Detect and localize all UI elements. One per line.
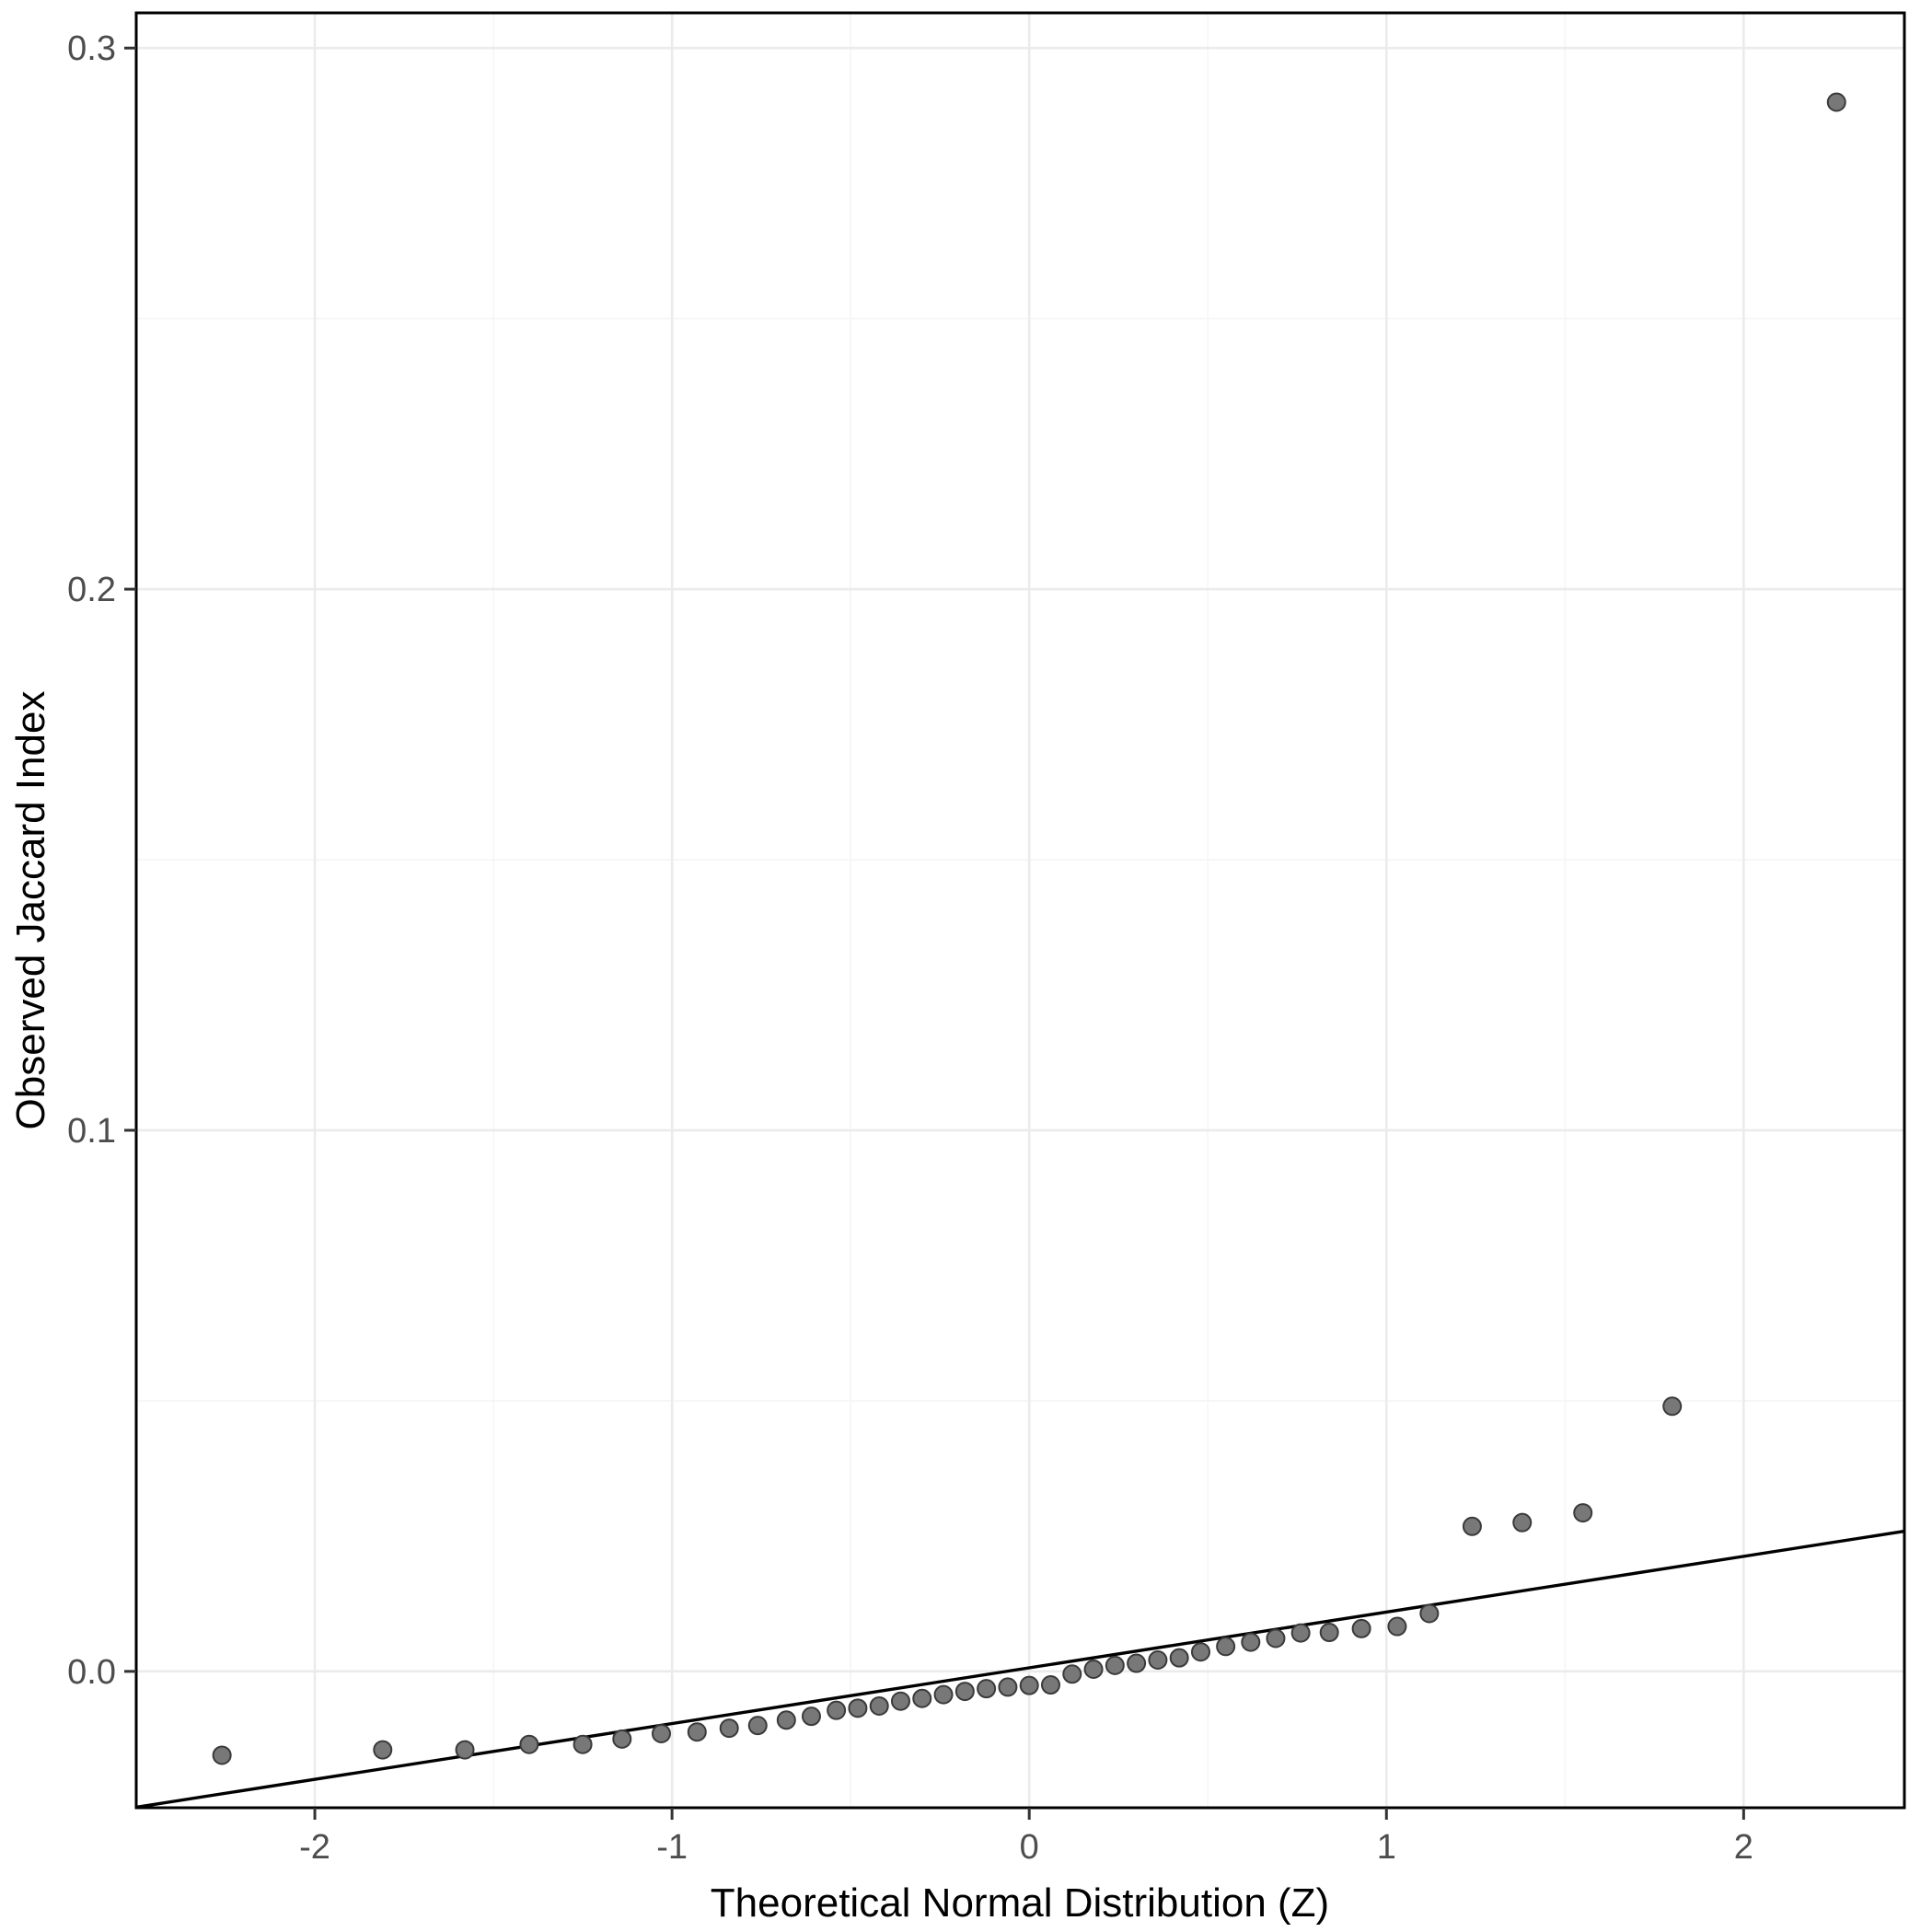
- data-point: [933, 1684, 954, 1705]
- data-point: [573, 1734, 593, 1754]
- data-point: [869, 1695, 889, 1716]
- data-point: [1148, 1650, 1168, 1671]
- data-point: [687, 1722, 707, 1742]
- data-point: [890, 1691, 910, 1711]
- data-point: [954, 1682, 975, 1702]
- data-point: [1387, 1616, 1407, 1637]
- grid-layer: [136, 13, 1904, 1808]
- data-layer: [135, 92, 1905, 1810]
- data-point: [776, 1710, 796, 1730]
- data-point: [719, 1718, 739, 1739]
- data-point: [1290, 1623, 1311, 1643]
- data-point: [1266, 1628, 1286, 1649]
- data-point: [373, 1740, 393, 1760]
- data-point: [519, 1734, 539, 1754]
- panel-border: [134, 11, 1906, 1810]
- data-point: [1512, 1512, 1533, 1533]
- data-point: [455, 1740, 475, 1760]
- y-tick-label: 0.0: [67, 1653, 116, 1692]
- reference-line: [135, 1529, 1905, 1810]
- data-point: [1169, 1648, 1189, 1668]
- panel-frame: [134, 11, 1906, 1810]
- y-axis-title: Observed Jaccard Index: [8, 691, 53, 1130]
- data-point: [212, 1745, 232, 1765]
- panel-background: [136, 13, 1904, 1808]
- data-point: [1351, 1618, 1371, 1638]
- data-point: [1127, 1653, 1147, 1673]
- data-point: [747, 1716, 768, 1736]
- data-point: [1105, 1655, 1125, 1675]
- y-tick-label: 0.2: [67, 571, 116, 609]
- x-axis-title: Theoretical Normal Distribution (Z): [711, 1880, 1329, 1926]
- data-point: [1040, 1675, 1060, 1695]
- x-tick-label: -1: [656, 1828, 688, 1867]
- data-point: [1319, 1623, 1339, 1643]
- data-point: [848, 1698, 868, 1718]
- axis-tick-labels: -2 -1 0 1 2 0.0 0.1 0.2 0.3: [67, 29, 1753, 1867]
- data-point: [1062, 1664, 1082, 1684]
- data-point: [1573, 1503, 1593, 1523]
- data-point: [1083, 1660, 1104, 1680]
- x-tick-label: 0: [1020, 1828, 1039, 1867]
- data-point: [1019, 1675, 1039, 1695]
- y-tick-label: 0.3: [67, 29, 116, 68]
- x-tick-label: 1: [1377, 1828, 1396, 1867]
- data-point: [1462, 1516, 1482, 1536]
- data-point: [1241, 1632, 1261, 1652]
- data-point: [651, 1723, 671, 1743]
- y-tick-label: 0.1: [67, 1112, 116, 1151]
- data-point: [912, 1688, 932, 1708]
- x-tick-label: 2: [1734, 1828, 1753, 1867]
- x-tick-label: -2: [299, 1828, 330, 1867]
- data-point: [1419, 1603, 1440, 1624]
- data-point: [612, 1729, 632, 1749]
- data-point: [827, 1700, 847, 1720]
- data-point: [1662, 1396, 1683, 1417]
- data-point: [801, 1706, 821, 1727]
- data-point: [1826, 92, 1846, 112]
- data-point: [998, 1677, 1018, 1697]
- data-point: [1190, 1642, 1210, 1662]
- data-point: [1216, 1637, 1236, 1657]
- data-point: [977, 1679, 997, 1699]
- axis-ticks: [124, 46, 1745, 1820]
